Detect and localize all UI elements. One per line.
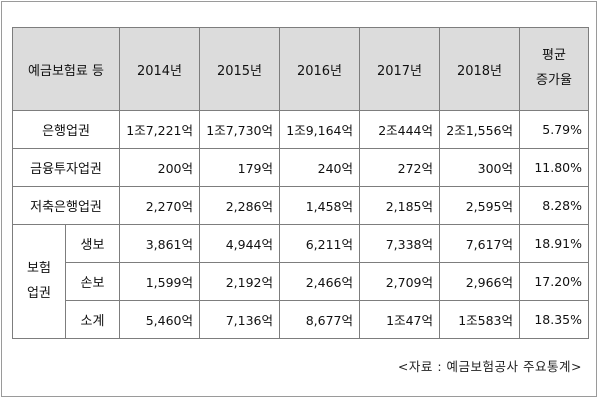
table-cell: 1조583억 [439, 300, 520, 339]
table-row: 금융투자업권 200억 179억 240억 272억 300억 11.80% [12, 148, 589, 187]
table-cell: 1조9,164억 [279, 110, 360, 149]
table-cell: 2조444억 [359, 110, 440, 149]
table-cell: 240억 [279, 148, 360, 187]
table-cell: 3,861억 [119, 224, 200, 263]
table-cell: 2,709억 [359, 262, 440, 301]
table-cell: 7,338억 [359, 224, 440, 263]
header-growth-line2: 증가율 [536, 73, 572, 88]
row-label: 저축은행업권 [12, 186, 120, 225]
row-label: 생보 [65, 224, 120, 263]
table-cell: 2조1,556억 [439, 110, 520, 149]
header-average-growth: 평균 증가율 [519, 27, 589, 111]
table-cell: 7,136억 [199, 300, 280, 339]
table-cell: 1,599억 [119, 262, 200, 301]
table-cell: 2,192억 [199, 262, 280, 301]
header-year: 2016년 [279, 27, 360, 111]
header-year: 2017년 [359, 27, 440, 111]
table-cell: 2,595억 [439, 186, 520, 225]
header-year: 2014년 [119, 27, 200, 111]
insurance-label-line2: 업권 [27, 285, 51, 301]
table-row: 보험 업권 생보 3,861억 4,944억 6,211억 7,338억 7,6… [12, 224, 589, 339]
table-row: 소계 5,460억 7,136억 8,677억 1조47억 1조583억 18.… [13, 300, 589, 339]
header-year: 2015년 [199, 27, 280, 111]
table-cell: 8,677억 [279, 300, 360, 339]
table-cell: 272억 [359, 148, 440, 187]
growth-cell: 17.20% [519, 262, 589, 301]
table-cell: 2,966억 [439, 262, 520, 301]
table-cell: 2,466억 [279, 262, 360, 301]
row-label: 금융투자업권 [12, 148, 120, 187]
table-row: 손보 1,599억 2,192억 2,466억 2,709억 2,966억 17… [13, 262, 589, 301]
table-cell: 1조47억 [359, 300, 440, 339]
growth-cell: 8.28% [519, 186, 589, 225]
insurance-label-line1: 보험 [27, 260, 51, 276]
table-cell: 2,270억 [119, 186, 200, 225]
header-growth-line1: 평균 [542, 48, 566, 64]
table-cell: 300억 [439, 148, 520, 187]
source-note: <자료 : 예금보험공사 주요통계> [397, 359, 582, 374]
growth-cell: 18.91% [519, 224, 589, 263]
header-year: 2018년 [439, 27, 520, 111]
header-category: 예금보험료 등 [12, 27, 120, 111]
table-cell: 179억 [199, 148, 280, 187]
insurance-group-label: 보험 업권 [12, 224, 66, 339]
header-row: 예금보험료 등 2014년 2015년 2016년 2017년 2018년 평균… [12, 27, 589, 111]
table-row: 은행업권 1조7,221억 1조7,730억 1조9,164억 2조444억 2… [12, 110, 589, 149]
row-label: 손보 [65, 262, 120, 301]
table-cell: 1,458억 [279, 186, 360, 225]
table-cell: 5,460억 [119, 300, 200, 339]
table-cell: 2,185억 [359, 186, 440, 225]
deposit-insurance-premium-table: 예금보험료 등 2014년 2015년 2016년 2017년 2018년 평균… [12, 27, 589, 339]
row-label: 소계 [65, 300, 120, 339]
table-cell: 1조7,730억 [199, 110, 280, 149]
table-cell: 7,617억 [439, 224, 520, 263]
row-label: 은행업권 [12, 110, 120, 149]
table-row: 저축은행업권 2,270억 2,286억 1,458억 2,185억 2,595… [12, 186, 589, 225]
growth-cell: 11.80% [519, 148, 589, 187]
growth-cell: 5.79% [519, 110, 589, 149]
table-cell: 2,286억 [199, 186, 280, 225]
growth-cell: 18.35% [519, 300, 589, 339]
table-cell: 200억 [119, 148, 200, 187]
table-cell: 4,944억 [199, 224, 280, 263]
table-cell: 6,211억 [279, 224, 360, 263]
table-cell: 1조7,221억 [119, 110, 200, 149]
